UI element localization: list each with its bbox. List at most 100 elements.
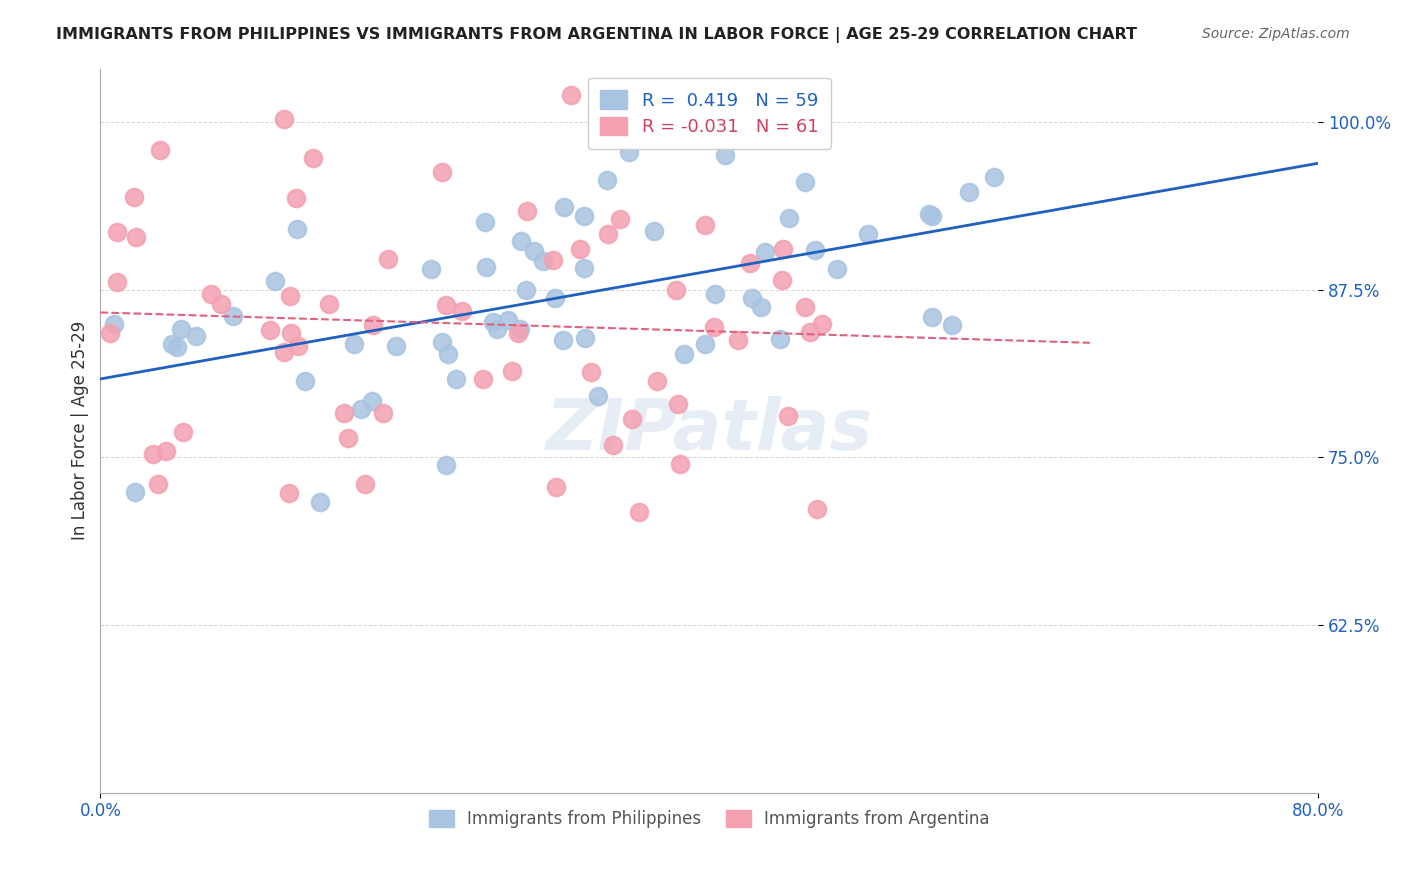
Point bbox=[475, 260, 498, 274]
Point bbox=[287, 339, 309, 353]
Point bbox=[384, 338, 406, 352]
Point bbox=[749, 300, 772, 314]
Point bbox=[285, 221, 308, 235]
Point bbox=[825, 262, 848, 277]
Point bbox=[377, 252, 399, 267]
Point bbox=[794, 175, 817, 189]
Point bbox=[560, 88, 582, 103]
Point bbox=[617, 145, 640, 159]
Point bbox=[432, 334, 454, 349]
Point bbox=[200, 286, 222, 301]
Point bbox=[574, 210, 596, 224]
Point bbox=[221, 310, 243, 324]
Point bbox=[531, 254, 554, 268]
Point bbox=[740, 256, 762, 270]
Point bbox=[957, 186, 980, 200]
Point bbox=[437, 347, 460, 361]
Point bbox=[105, 275, 128, 289]
Point bbox=[361, 318, 384, 332]
Point bbox=[772, 242, 794, 256]
Point bbox=[273, 344, 295, 359]
Point bbox=[811, 317, 834, 331]
Point bbox=[579, 365, 602, 379]
Point bbox=[264, 274, 287, 288]
Point bbox=[373, 406, 395, 420]
Point bbox=[333, 406, 356, 420]
Point bbox=[309, 495, 332, 509]
Point bbox=[572, 260, 595, 275]
Point bbox=[361, 394, 384, 409]
Point bbox=[741, 291, 763, 305]
Point bbox=[703, 320, 725, 334]
Y-axis label: In Labor Force | Age 25-29: In Labor Force | Age 25-29 bbox=[72, 321, 89, 541]
Point bbox=[586, 389, 609, 403]
Point bbox=[336, 431, 359, 445]
Point bbox=[544, 291, 567, 305]
Point bbox=[541, 253, 564, 268]
Point bbox=[569, 243, 592, 257]
Text: Source: ZipAtlas.com: Source: ZipAtlas.com bbox=[1202, 27, 1350, 41]
Point bbox=[434, 298, 457, 312]
Point bbox=[166, 341, 188, 355]
Legend: Immigrants from Philippines, Immigrants from Argentina: Immigrants from Philippines, Immigrants … bbox=[422, 804, 997, 835]
Point bbox=[278, 289, 301, 303]
Point bbox=[643, 225, 665, 239]
Point bbox=[105, 225, 128, 239]
Point bbox=[704, 286, 727, 301]
Point bbox=[124, 484, 146, 499]
Point bbox=[318, 297, 340, 311]
Point bbox=[509, 235, 531, 249]
Point bbox=[778, 409, 800, 424]
Point bbox=[509, 322, 531, 336]
Point bbox=[142, 447, 165, 461]
Point bbox=[546, 480, 568, 494]
Point bbox=[551, 333, 574, 347]
Point bbox=[596, 173, 619, 187]
Point bbox=[727, 333, 749, 347]
Point bbox=[302, 152, 325, 166]
Point bbox=[695, 218, 717, 232]
Point bbox=[434, 458, 457, 472]
Point bbox=[278, 486, 301, 500]
Point bbox=[280, 326, 302, 341]
Point bbox=[353, 477, 375, 491]
Point bbox=[482, 315, 505, 329]
Point bbox=[609, 211, 631, 226]
Point bbox=[693, 337, 716, 351]
Point bbox=[523, 244, 546, 258]
Point bbox=[474, 215, 496, 229]
Text: ZIPatlas: ZIPatlas bbox=[546, 396, 873, 465]
Point bbox=[666, 397, 689, 411]
Point bbox=[516, 203, 538, 218]
Point bbox=[598, 130, 620, 145]
Point bbox=[645, 374, 668, 388]
Point bbox=[155, 444, 177, 458]
Point bbox=[294, 374, 316, 388]
Point bbox=[627, 505, 650, 519]
Point bbox=[146, 477, 169, 491]
Point bbox=[804, 244, 827, 258]
Point bbox=[983, 169, 1005, 184]
Point bbox=[553, 200, 575, 214]
Point bbox=[921, 209, 943, 223]
Point bbox=[918, 207, 941, 221]
Point bbox=[602, 438, 624, 452]
Point bbox=[856, 227, 879, 242]
Text: IMMIGRANTS FROM PHILIPPINES VS IMMIGRANTS FROM ARGENTINA IN LABOR FORCE | AGE 25: IMMIGRANTS FROM PHILIPPINES VS IMMIGRANT… bbox=[56, 27, 1137, 43]
Point bbox=[506, 326, 529, 340]
Point bbox=[472, 372, 495, 386]
Point bbox=[184, 329, 207, 343]
Point bbox=[941, 318, 963, 333]
Point bbox=[160, 337, 183, 351]
Point bbox=[501, 364, 523, 378]
Point bbox=[350, 402, 373, 417]
Point bbox=[665, 283, 688, 297]
Point bbox=[620, 412, 643, 426]
Point bbox=[485, 322, 508, 336]
Point bbox=[125, 230, 148, 244]
Point bbox=[778, 211, 800, 225]
Point bbox=[668, 458, 690, 472]
Point bbox=[596, 227, 619, 242]
Point bbox=[103, 317, 125, 331]
Point bbox=[444, 372, 467, 386]
